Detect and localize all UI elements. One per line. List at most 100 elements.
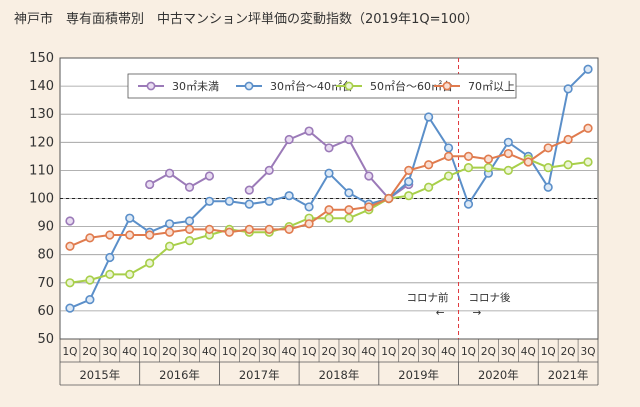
series-1-point [85,295,95,305]
series-2-point [344,213,354,223]
series-1-point [184,216,195,226]
series-0-point [364,171,374,181]
series-3-point [463,151,474,161]
series-1-point [463,199,474,209]
series-1-point [125,213,135,223]
series-0-point [244,185,254,195]
series-3-point [483,154,494,164]
y-tick-label: 140 [29,79,54,94]
x-tick-label: 4Q [521,346,536,358]
series-3-point [264,224,274,235]
annotation-after-covid: コロナ後 [469,291,511,304]
series-3-point [145,230,155,240]
x-tick-label: 3Q [182,346,197,358]
series-0-point [264,165,274,175]
annotation-after-arrow: → [473,307,482,319]
series-2-point [125,269,135,279]
series-3-point [523,157,533,167]
y-tick-label: 100 [29,192,54,207]
annotation-before-covid: コロナ前 [407,291,449,304]
series-0-point [204,171,215,181]
series-3-point [65,241,75,251]
series-0-point [164,168,175,178]
year-label: 2021年 [548,368,589,382]
x-tick-label: 3Q [102,346,117,358]
year-label: 2020年 [478,368,519,382]
year-label: 2016年 [159,368,200,382]
series-3-point [304,219,314,229]
series-3-point [344,205,354,215]
x-tick-label: 2Q [481,346,496,358]
annotation-before-arrow: ← [436,307,445,319]
legend-swatch-marker [344,81,354,91]
series-2-point [404,191,414,201]
series-0-point [304,126,314,136]
series-1-point [503,137,513,147]
series-1-point [324,168,334,178]
series-2-point [563,160,573,170]
series-1-point [424,112,434,122]
year-label: 2015年 [79,368,120,382]
series-1-point [304,202,314,212]
series-1-point [344,188,354,198]
legend-label: 30㎡台～40㎡台 [270,79,353,93]
series-3-point [364,202,374,212]
y-tick-label: 60 [37,304,54,319]
x-tick-label: 1Q [222,346,237,358]
x-tick-label: 1Q [142,346,157,358]
legend-label: 30㎡未満 [172,80,219,93]
series-2-point [583,157,593,167]
series-0-point [65,216,75,226]
series-2-point [324,213,334,223]
x-tick-label: 3Q [581,346,596,358]
series-3-point [284,224,294,235]
y-tick-label: 120 [29,135,54,150]
x-tick-label: 1Q [381,346,396,358]
series-3-point [184,224,195,235]
series-3-point [244,224,254,235]
series-1-point [204,196,215,206]
series-1-point [443,143,454,153]
series-3-point [384,193,394,204]
series-3-point [424,160,434,170]
series-3-point [85,233,95,243]
series-3-point [443,151,454,161]
x-tick-label: 2Q [162,346,177,358]
series-0-point [324,143,334,153]
series-2-point [85,275,95,285]
x-tick-label: 1Q [62,346,77,358]
series-3-point [404,165,414,175]
series-1-point [563,84,573,94]
series-3-point [224,227,234,237]
x-tick-label: 2Q [561,346,576,358]
y-tick-label: 50 [37,332,54,347]
series-3-point [324,205,334,215]
y-tick-label: 70 [37,276,54,291]
series-3-point [204,224,215,235]
x-tick-label: 2Q [82,346,97,358]
x-tick-label: 4Q [441,346,456,358]
x-tick-label: 2Q [242,346,257,358]
series-0-line [149,172,210,189]
series-3-point [563,134,573,145]
series-1-point [224,196,234,206]
series-2-point [145,258,155,268]
series-2-point [543,162,553,173]
x-tick-label: 4Q [202,346,217,358]
x-tick-label: 4Q [122,346,137,358]
chart-title: 神戸市 専有面積帯別 中古マンション坪単価の変動指数（2019年1Q=100） [14,12,479,27]
legend-label: 50㎡台～60㎡台 [370,79,453,93]
x-tick-label: 3Q [421,346,436,358]
legend-swatch-marker [442,81,452,91]
x-tick-label: 1Q [461,346,476,358]
year-label: 2017年 [239,368,280,382]
series-2-point [483,162,494,173]
x-tick-label: 1Q [302,346,317,358]
x-tick-label: 2Q [401,346,416,358]
series-0-point [145,179,155,190]
series-2-point [424,182,434,192]
series-1-point [244,199,254,209]
series-2-point [105,269,115,279]
series-1-point [105,252,115,263]
